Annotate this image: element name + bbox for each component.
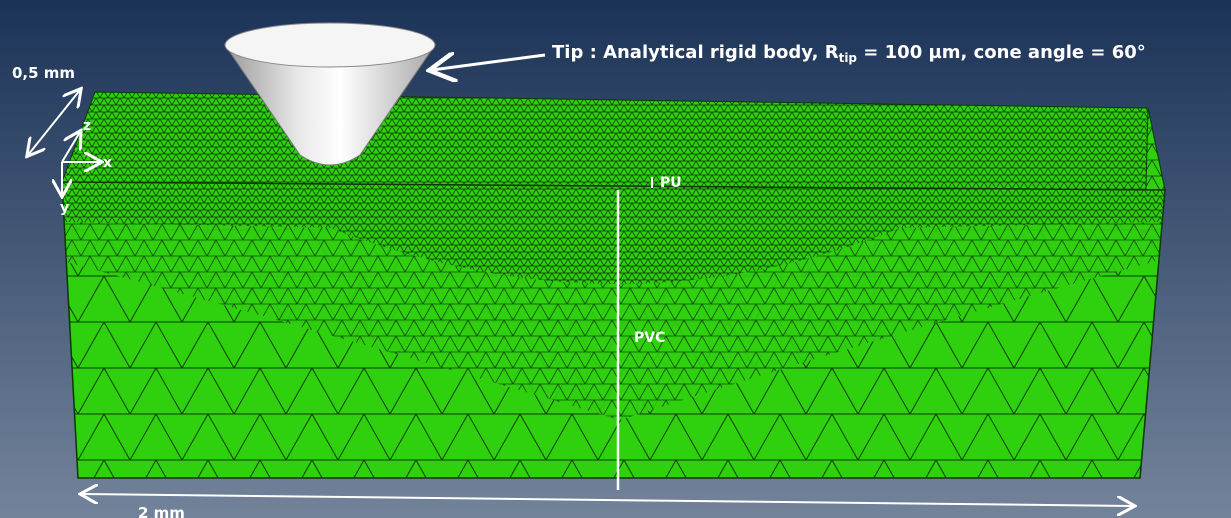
z-label: z — [83, 118, 91, 134]
tip-subscript: tip — [839, 51, 858, 65]
x-label: x — [103, 155, 112, 171]
pvc-label: PVC — [634, 330, 665, 346]
top-face — [61, 91, 1166, 191]
depth-arrow — [28, 90, 80, 155]
tip-label: Tip : Analytical rigid body, Rtip = 100 … — [552, 42, 1146, 65]
mid-mesh-band — [64, 222, 1162, 420]
depth-label: 0,5 mm — [12, 64, 75, 82]
fine-mesh-band — [62, 182, 1165, 284]
tip-arrow — [432, 55, 546, 70]
block-outline — [61, 181, 1166, 479]
y-label: y — [60, 200, 69, 216]
tip-cone-top — [224, 22, 436, 68]
width-arrow — [82, 494, 1133, 506]
tip-prefix: Tip : Analytical rigid body, R — [552, 42, 839, 63]
tip-suffix: = 100 µm, cone angle = 60° — [857, 42, 1146, 63]
pu-label: PU — [660, 175, 682, 191]
z-axis — [61, 132, 80, 163]
width-label: 2 mm — [138, 504, 185, 518]
